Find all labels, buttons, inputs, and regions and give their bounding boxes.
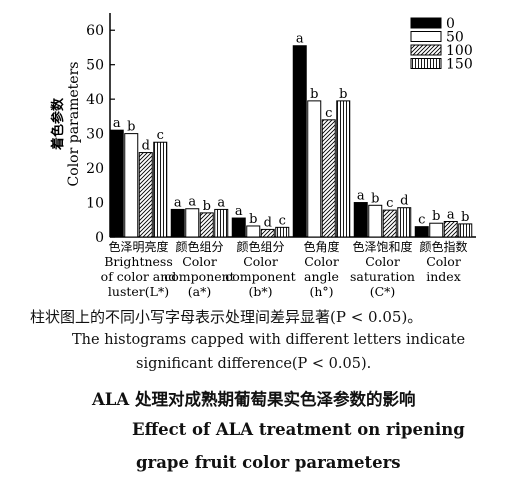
bar <box>246 225 261 238</box>
figure-title-zh: ALA 处理对成熟期葡萄果实色泽参数的影响 <box>92 390 416 409</box>
bar <box>292 45 307 238</box>
legend-label: 150 <box>446 57 473 73</box>
significance-letter: a <box>296 32 304 47</box>
bar <box>153 141 168 238</box>
bar <box>368 204 383 238</box>
x-category-label: component <box>225 269 295 284</box>
significance-letter: b <box>461 210 469 225</box>
x-category-label: Color <box>365 254 400 269</box>
bar <box>138 152 153 238</box>
x-category-label: luster(L*) <box>108 284 169 299</box>
y-axis-label-en: Color parameters <box>66 62 82 187</box>
y-tick-label: 40 <box>86 92 104 108</box>
significance-letter: b <box>339 87 347 102</box>
legend-label: 0 <box>446 16 455 32</box>
significance-note-en-line2: significant difference(P < 0.05). <box>136 356 372 372</box>
y-axis-label-zh: 着色参数 <box>50 97 66 151</box>
x-category-label: 颜色指数 <box>419 239 467 254</box>
significance-letter: b <box>203 199 211 214</box>
significance-letter: d <box>400 194 408 209</box>
x-category-label: 颜色组分 <box>236 239 284 254</box>
figure-title-en-line1: Effect of ALA treatment on ripening <box>132 420 465 439</box>
bar <box>321 119 336 238</box>
x-category-label: (b*) <box>248 284 272 299</box>
x-category-label: index <box>426 269 461 284</box>
bar <box>214 208 229 238</box>
bar <box>443 220 458 238</box>
significance-letter: d <box>142 139 150 154</box>
y-tick-label: 60 <box>86 23 104 39</box>
significance-letter: c <box>386 196 393 211</box>
significance-letter: b <box>127 120 135 135</box>
legend-swatch <box>410 31 442 42</box>
x-category-label: 色角度 <box>303 239 339 254</box>
x-category-label: Color <box>304 254 339 269</box>
significance-letter: a <box>447 207 455 222</box>
y-tick-label: 0 <box>95 230 104 246</box>
significance-letter: c <box>418 213 425 228</box>
significance-letter: a <box>357 189 365 204</box>
significance-letter: b <box>310 87 318 102</box>
x-category-label: Color <box>243 254 278 269</box>
bar <box>170 208 185 238</box>
legend-swatch <box>410 44 442 56</box>
bar <box>458 223 473 238</box>
significance-letter: a <box>174 195 182 210</box>
bar <box>260 228 275 238</box>
significance-note-en-line1: The histograms capped with different let… <box>72 332 466 348</box>
x-category-label: Color <box>182 254 217 269</box>
bar <box>414 226 429 238</box>
x-category-label: (h°) <box>309 284 333 299</box>
x-category-label: (a*) <box>188 284 211 299</box>
significance-letter: b <box>432 209 440 224</box>
significance-letter: b <box>249 212 257 227</box>
significance-letter: a <box>217 195 225 210</box>
x-category-label: of color and <box>101 269 177 284</box>
x-category-label: Color <box>426 254 461 269</box>
legend-swatch <box>410 17 442 29</box>
y-tick-label: 20 <box>86 161 104 177</box>
bar <box>199 212 214 238</box>
significance-note-zh: 柱状图上的不同小写字母表示处理间差异显著(P < 0.05)。 <box>30 308 423 326</box>
bar <box>124 133 139 238</box>
legend-label: 50 <box>446 30 464 46</box>
y-tick-label: 10 <box>86 196 104 212</box>
y-tick-label: 30 <box>86 127 104 143</box>
x-category-label: component <box>164 269 234 284</box>
legend-label: 100 <box>446 43 473 59</box>
significance-letter: c <box>325 106 332 121</box>
y-tick-label: 50 <box>86 58 104 74</box>
bar <box>307 100 322 238</box>
significance-letter: c <box>279 213 286 228</box>
bar <box>231 217 246 238</box>
legend-swatch <box>410 58 442 69</box>
bar <box>353 202 368 238</box>
x-category-label: saturation <box>350 269 415 284</box>
x-category-label: angle <box>304 269 339 284</box>
x-category-label: Brightness <box>104 254 173 269</box>
bar <box>109 129 124 238</box>
significance-letter: b <box>371 191 379 206</box>
significance-letter: c <box>157 128 164 143</box>
x-category-label: (C*) <box>370 284 396 299</box>
x-category-label: 色泽明亮度 <box>108 239 168 254</box>
bar <box>429 222 444 238</box>
x-category-label: 颜色组分 <box>175 239 223 254</box>
bar <box>275 226 290 238</box>
significance-letter: a <box>235 204 243 219</box>
x-category-label: 色泽饱和度 <box>352 239 412 254</box>
significance-letter: a <box>113 116 121 131</box>
significance-letter: a <box>188 195 196 210</box>
bar <box>382 209 397 238</box>
bar <box>185 208 200 238</box>
bar <box>397 207 412 238</box>
bar <box>336 100 351 238</box>
figure-title-en-line2: grape fruit color parameters <box>136 453 401 472</box>
significance-letter: d <box>264 215 272 230</box>
